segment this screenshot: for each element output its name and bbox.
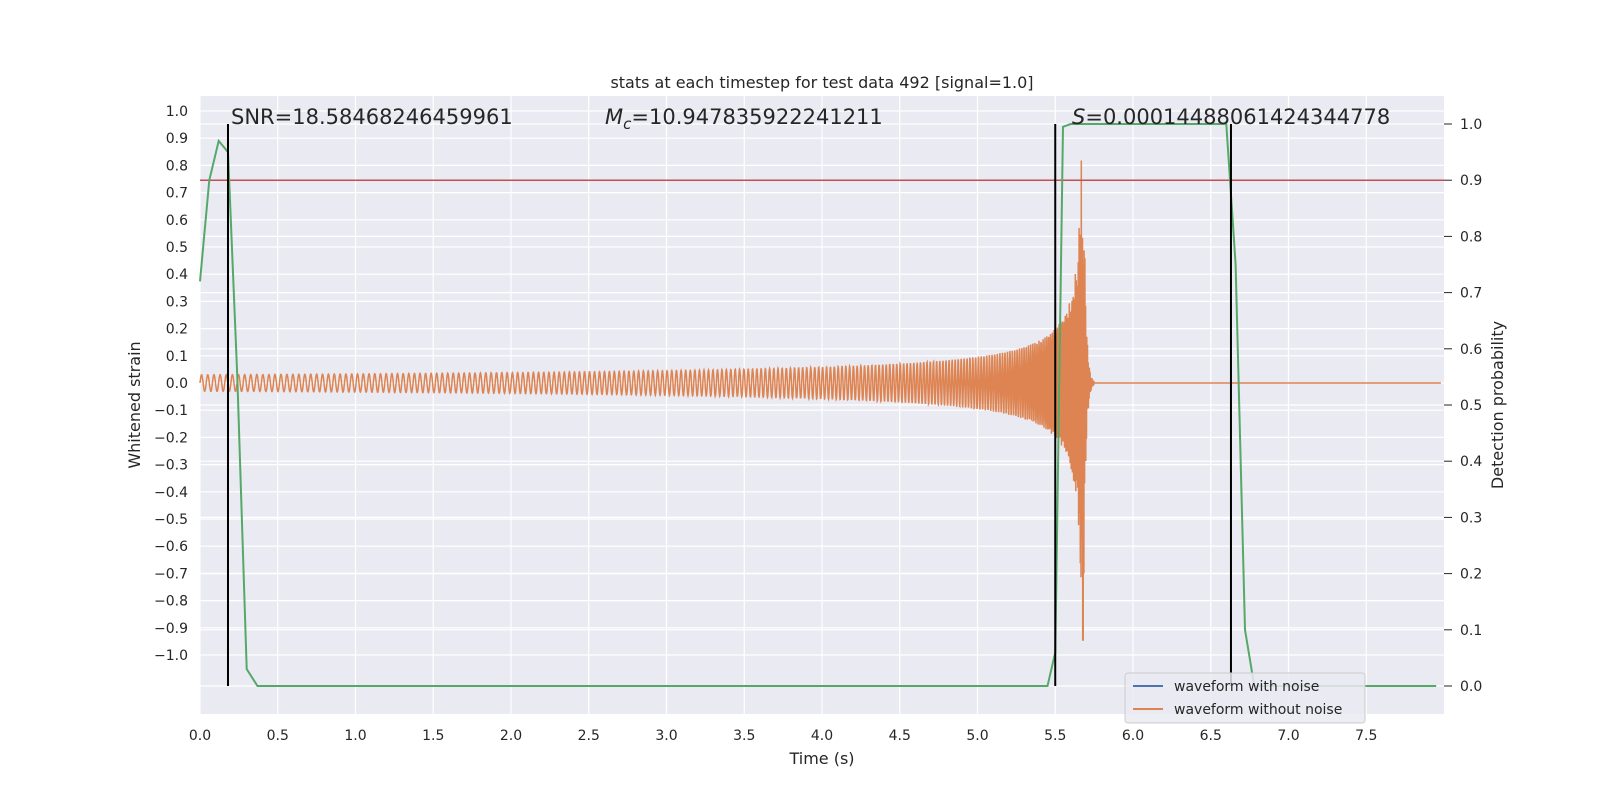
x-tick-label: 4.5	[889, 728, 911, 744]
y-left-tick-label: −0.2	[154, 430, 188, 446]
chirp-mass-subscript: c	[623, 115, 632, 133]
x-tick-label: 0.5	[267, 728, 289, 744]
x-tick-label: 7.0	[1277, 728, 1299, 744]
y-left-tick-label: −0.7	[154, 566, 188, 582]
y-left-tick-label: 0.9	[166, 131, 188, 147]
y-axis-right-label: Detection probability	[1488, 321, 1507, 489]
x-tick-label: 6.5	[1200, 728, 1222, 744]
detection-probability-group	[199, 123, 1437, 687]
y-left-tick-label: −0.8	[154, 594, 188, 610]
y-left-tick-label: 0.5	[166, 240, 188, 256]
s-annotation: S=0.00014488061424344778	[1072, 105, 1390, 129]
x-tick-label: 0.0	[189, 728, 211, 744]
y-left-tick-label: 0.7	[166, 186, 188, 202]
y-left-tick-label: 0.1	[166, 349, 188, 365]
x-tick-label: 3.5	[733, 728, 755, 744]
snr-annotation: SNR=18.58468246459961	[231, 105, 513, 129]
y-right-tick-label: 0.6	[1460, 342, 1482, 358]
series-detection-probability	[199, 123, 1437, 687]
y-right-tick-label: 0.9	[1460, 173, 1482, 189]
x-tick-label: 1.0	[344, 728, 366, 744]
y-left-tick-label: 0.6	[166, 213, 188, 229]
y-left-tick-label: 0.8	[166, 158, 188, 174]
y-right-tick-label: 0.8	[1460, 229, 1482, 245]
y-right-tick-label: 0.1	[1460, 623, 1482, 639]
legend-label-clean: waveform without noise	[1174, 702, 1342, 718]
data-series	[200, 161, 1441, 641]
y-right-tick-label: 0.2	[1460, 567, 1482, 583]
chirp-mass-annotation: Mc=10.947835922241211	[605, 105, 883, 133]
x-axis-label: Time (s)	[788, 749, 854, 768]
y-right-tick-label: 0.0	[1460, 679, 1482, 695]
x-tick-label: 2.5	[578, 728, 600, 744]
y-left-tick-label: 0.4	[166, 267, 188, 283]
y-left-tick-label: −1.0	[154, 648, 188, 664]
x-tick-label: 2.0	[500, 728, 522, 744]
y-right-tick-label: 0.7	[1460, 286, 1482, 302]
x-tick-label: 5.0	[966, 728, 988, 744]
y-left-tick-label: −0.1	[154, 403, 188, 419]
vertical-markers	[226, 124, 1232, 686]
series-waveform-without-noise	[199, 160, 1441, 641]
y-left-tick-label: −0.9	[154, 621, 188, 637]
x-tick-label: 6.0	[1122, 728, 1144, 744]
s-symbol: S	[1072, 105, 1085, 129]
legend-box	[1124, 672, 1366, 724]
chart-title: stats at each timestep for test data 492…	[610, 73, 1033, 92]
y-left-tick-label: −0.5	[154, 512, 188, 528]
y-right-tick-label: 1.0	[1460, 117, 1482, 133]
legend: waveform with noise waveform without noi…	[1124, 672, 1366, 724]
y-left-tick-label: −0.4	[154, 485, 188, 501]
s-value: =0.00014488061424344778	[1085, 105, 1390, 129]
x-tick-label: 3.0	[655, 728, 677, 744]
chirp-mass-symbol: M	[605, 105, 623, 129]
y-left-tick-label: 0.3	[166, 294, 188, 310]
x-tick-label: 1.5	[422, 728, 444, 744]
y-right-tick-label: 0.3	[1460, 510, 1482, 526]
legend-label-noise: waveform with noise	[1174, 679, 1319, 695]
x-tick-label: 7.5	[1355, 728, 1377, 744]
y-left-tick-label: 1.0	[166, 104, 188, 120]
y-left-tick-label: 0.2	[166, 322, 188, 338]
y-left-tick-label: −0.6	[154, 539, 188, 555]
x-tick-label: 4.0	[811, 728, 833, 744]
y-axis-left-label: Whitened strain	[125, 341, 144, 468]
y-right-tick-label: 0.4	[1460, 454, 1482, 470]
chirp-mass-value: =10.947835922241211	[631, 105, 882, 129]
y-left-tick-label: −0.3	[154, 458, 188, 474]
x-tick-label: 5.5	[1044, 728, 1066, 744]
axes: 0.0 0.5 1.0 1.5 2.0 2.5 3.0 3.5 4.0 4.5 5.0 5.5 6.0 6…	[154, 104, 1482, 744]
y-left-tick-label: 0.0	[166, 376, 188, 392]
y-right-tick-label: 0.5	[1460, 398, 1482, 414]
